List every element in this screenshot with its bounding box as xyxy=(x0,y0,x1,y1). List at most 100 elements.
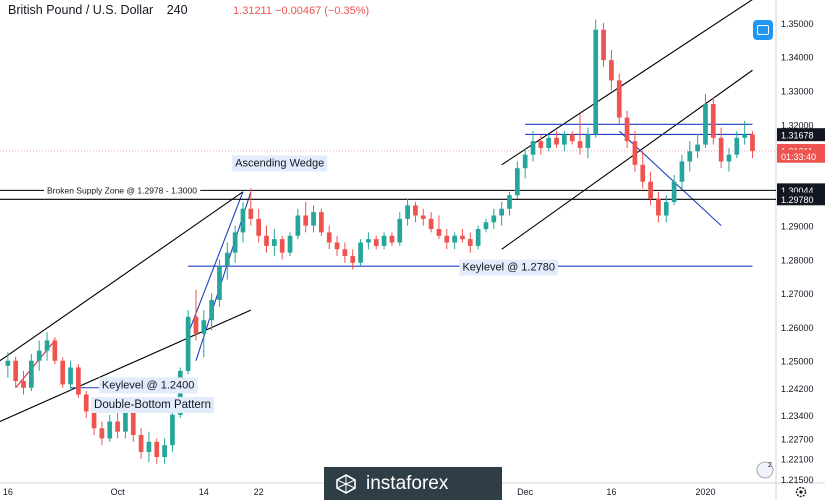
price-axis-label: 1.29780 xyxy=(781,195,814,205)
candle-body xyxy=(530,141,536,155)
candle-body xyxy=(656,198,661,216)
candle-body xyxy=(83,394,89,412)
price-tick-label: 1.25000 xyxy=(781,357,814,367)
candle-body xyxy=(413,205,418,216)
candle-body xyxy=(593,29,599,135)
candle-body xyxy=(123,408,128,432)
candle-body xyxy=(616,80,622,118)
candle-body xyxy=(460,235,465,240)
candle-body xyxy=(444,235,450,243)
annotation-text: Keylevel @ 1.2400 xyxy=(102,379,195,391)
annotation-text: Ascending Wedge xyxy=(235,158,324,170)
candle-body xyxy=(734,137,740,155)
candle-body xyxy=(687,151,693,162)
candle-body xyxy=(554,137,559,145)
events-badge-icon[interactable] xyxy=(756,461,774,479)
candle-body xyxy=(279,239,285,253)
candle-body xyxy=(256,218,262,236)
annotation-label[interactable]: Ascending Wedge xyxy=(232,155,328,172)
candle-body xyxy=(718,137,724,162)
annotation-label[interactable]: Keylevel @ 1.2400 xyxy=(98,377,198,394)
time-tick-label: Dec xyxy=(517,487,534,497)
channel-1-lower[interactable] xyxy=(0,309,252,423)
candle-body xyxy=(436,229,442,236)
candle-body xyxy=(271,239,277,246)
candle-body xyxy=(491,215,497,223)
price-axis-label-bg xyxy=(777,128,825,142)
candle-body xyxy=(609,60,614,81)
candle-body xyxy=(452,235,457,243)
candle-body xyxy=(342,249,348,257)
time-tick-label: 14 xyxy=(199,487,209,497)
candle-body xyxy=(5,360,11,366)
candle-body xyxy=(13,360,19,381)
candle-body xyxy=(648,181,653,199)
candle-body xyxy=(21,380,26,388)
annotation-text: Double-Bottom Pattern xyxy=(94,399,211,411)
price-tick-label: 1.35000 xyxy=(781,19,814,29)
instaforex-logo-icon xyxy=(336,474,356,494)
candle-body xyxy=(224,252,230,267)
candle-body xyxy=(91,411,97,429)
settings-gear-center xyxy=(799,490,803,494)
candle-body xyxy=(29,360,34,388)
candle-body xyxy=(389,235,395,243)
candle-body xyxy=(115,421,120,432)
candle-body xyxy=(499,208,505,216)
candle-body xyxy=(319,212,324,233)
candle-body xyxy=(538,141,544,148)
channel-1-upper[interactable] xyxy=(0,191,244,362)
price-axis-label: 01:33:40 xyxy=(781,152,816,162)
candle-body xyxy=(358,242,363,263)
candle-body xyxy=(750,134,755,151)
channel-2-lower[interactable] xyxy=(501,69,753,250)
candle-body xyxy=(703,104,708,145)
candle-body xyxy=(52,340,58,361)
price-axis-label: 1.31678 xyxy=(781,131,814,141)
candle-body xyxy=(405,205,410,219)
candle-body xyxy=(311,212,316,226)
candle-body xyxy=(381,235,387,246)
candle-body xyxy=(428,218,434,230)
candle-body xyxy=(99,428,105,439)
candle-body xyxy=(193,316,199,334)
candle-body xyxy=(640,164,646,182)
candle-body xyxy=(201,320,207,334)
price-axis-label: 1.30044 xyxy=(781,186,814,196)
candle-body xyxy=(232,232,238,253)
candle-body xyxy=(264,235,269,246)
annotation-background xyxy=(232,155,328,172)
candle-body xyxy=(162,445,167,457)
price-scale-button[interactable] xyxy=(753,20,773,40)
candle-body xyxy=(209,299,214,321)
annotation-label[interactable]: Double-Bottom Pattern xyxy=(91,397,215,414)
price-tick-label: 1.27000 xyxy=(781,289,814,299)
candle-body xyxy=(420,215,426,219)
annotation-text: Broken Supply Zone @ 1.2978 - 1.3000 xyxy=(47,186,197,196)
price-tick-label: 1.29000 xyxy=(781,222,814,232)
candle-body xyxy=(287,235,293,253)
channel-2-upper[interactable] xyxy=(501,0,769,166)
annotation-label[interactable]: Broken Supply Zone @ 1.2978 - 1.3000 xyxy=(44,183,201,198)
annotation-background xyxy=(91,397,215,414)
candle-body xyxy=(726,154,732,162)
time-tick-label: 22 xyxy=(254,487,264,497)
candle-body xyxy=(295,215,301,236)
candle-body xyxy=(130,408,136,436)
symbol-name: British Pound / U.S. Dollar xyxy=(8,3,154,17)
settings-gear-icon[interactable] xyxy=(795,486,807,498)
candle-body xyxy=(467,239,473,246)
annotation-background xyxy=(459,259,558,276)
candle-body xyxy=(601,29,606,61)
price-tick-label: 1.28000 xyxy=(781,255,814,265)
chart-header: British Pound / U.S. Dollar 240 1.31211 … xyxy=(8,3,369,17)
candle-body xyxy=(44,340,50,351)
candle-body xyxy=(624,117,630,142)
price-tick-label: 1.21500 xyxy=(781,475,814,485)
price-axis-label-bg xyxy=(777,149,825,163)
price-tick-label: 1.22100 xyxy=(781,455,814,465)
annotation-label[interactable]: Keylevel @ 1.2780 xyxy=(459,259,558,276)
wedge-left[interactable] xyxy=(187,191,244,334)
